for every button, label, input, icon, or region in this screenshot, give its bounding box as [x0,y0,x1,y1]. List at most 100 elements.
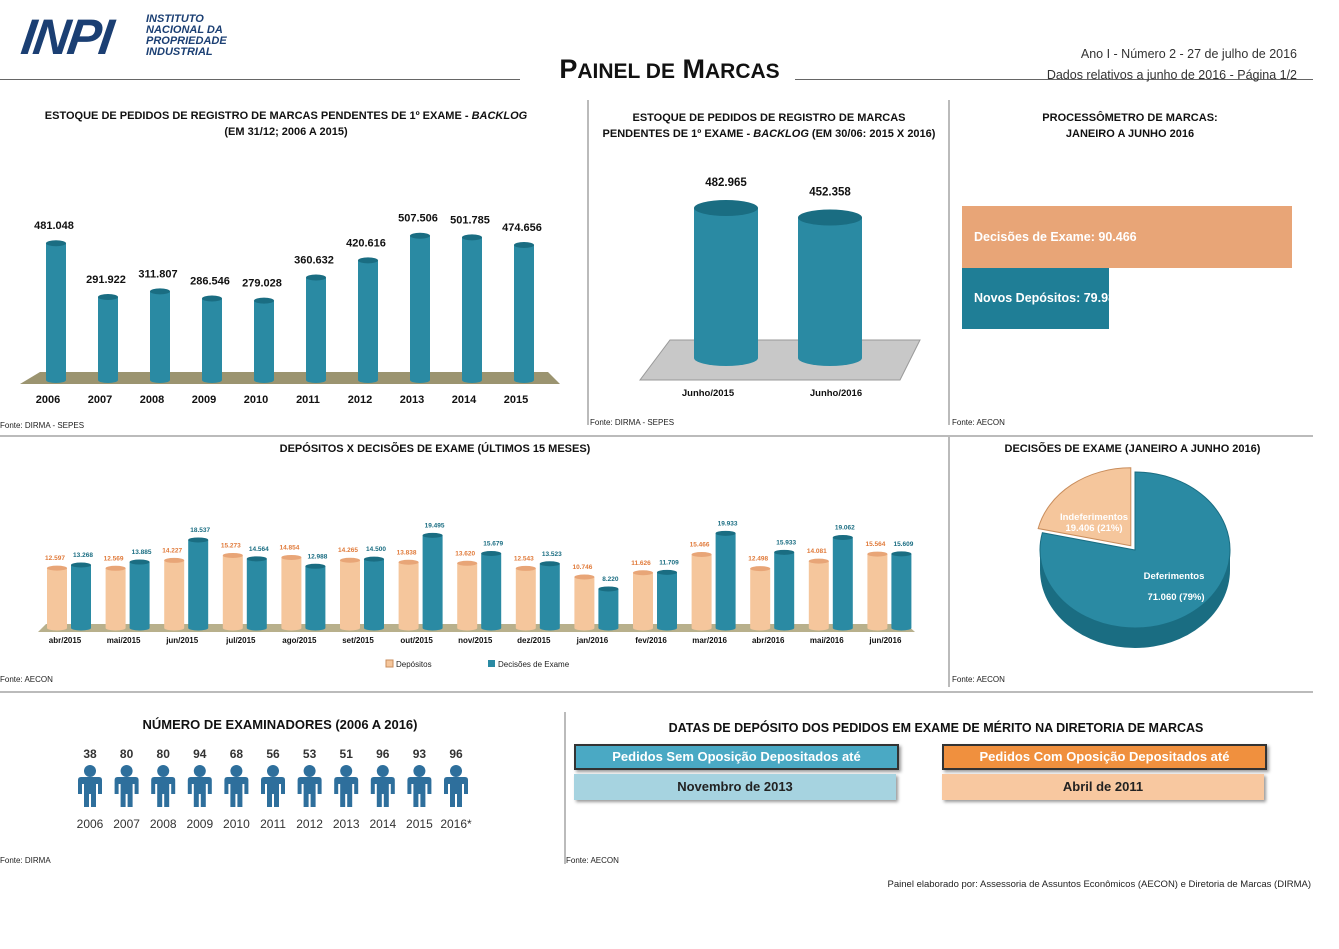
deposits-bar: Novos Depósitos: 79.981 [962,268,1122,329]
decisions-value-label: 15.609 [893,541,913,548]
month-label: abr/2015 [49,636,82,645]
examiners-count: 93 [413,747,427,761]
decisions-bar-label: Decisões de Exame: 90.466 [974,230,1137,244]
deposits-bar-jun/2016 [867,551,888,631]
deposits-bar-abr/2015 [47,565,67,631]
decisions-value-label: 15.933 [776,539,796,546]
logo-name-line: INDUSTRIAL [146,46,213,58]
decisions-value-label: 14.500 [366,546,386,553]
backlog-bar-2009 [202,295,222,383]
deposits-bar-set/2015 [340,557,360,631]
backlog-bar-2011 [306,274,326,383]
month-label: ago/2015 [282,636,317,645]
divider [587,100,589,425]
june-bar-1 [798,209,862,366]
backlog-bar-2007 [98,294,118,383]
decisions-value-label: 12.988 [307,553,327,560]
issue-info: Ano I - Número 2 - 27 de julho de 2016 D… [1047,44,1297,86]
legend-swatch-decisions [488,660,495,667]
backlog-value-label: 481.048 [34,220,74,232]
examiners-count: 94 [193,747,207,761]
june-category-label: Junho/2015 [682,388,735,399]
deposits-value-label: 12.569 [104,555,124,562]
decisions-bar-ago/2015 [305,563,326,631]
examiners-count: 68 [230,747,244,761]
deposits-value-label: 14.081 [807,548,827,555]
footer-note: Painel elaborado por: Assessoria de Assu… [887,879,1311,890]
backlog-bar-2015 [514,242,534,383]
examiners-year: 2012 [296,817,323,831]
examiners-title: NÚMERO DE EXAMINADORES (2006 A 2016) [142,717,418,732]
decisions-value-label: 19.062 [835,524,855,531]
month-label: jun/2015 [165,636,199,645]
source-note: Fonte: DIRMA - SEPES [590,418,675,427]
legend-deposits: Depósitos [396,660,432,669]
examiners-year: 2013 [333,817,360,831]
pie-label-name: Indeferimentos [1060,512,1128,523]
decisions-value-label: 15.679 [483,541,503,548]
deposits-value-label: 12.498 [748,556,768,563]
decisions-value-label: 13.885 [132,549,152,556]
backlog-bar-2010 [254,297,274,383]
month-label: abr/2016 [752,636,785,645]
deposits-bar-nov/2015 [457,560,478,631]
examiners-count: 51 [340,747,354,761]
month-label: dez/2015 [517,636,551,645]
decisions-bar-jan/2016 [598,586,619,631]
source-note: Fonte: AECON [952,675,1005,684]
backlog-annual-chart: 481.048 2006 291.922 2007 311.807 2008 286.546… [20,213,560,406]
deposits-value-label: 15.273 [221,542,241,549]
legend-swatch-deposits [385,659,394,668]
logo-name-line: PROPRIEDADE [146,35,227,47]
month-label: set/2015 [342,636,374,645]
source-note: Fonte: AECON [566,856,619,865]
month-label: mar/2016 [692,636,727,645]
deposits-value-label: 13.620 [455,550,475,557]
person-icon [114,765,139,807]
logo-name-line: NACIONAL DA [146,24,223,36]
backlog-year-label: 2015 [504,394,528,406]
pie-label-value: 19.406 (21%) [1065,523,1122,534]
header-rule [0,79,520,80]
divider [564,712,566,864]
person-icon [187,765,212,807]
backlog-value-label: 501.785 [450,214,490,226]
deposits-bar-label: Novos Depósitos: 79.981 [974,291,1122,305]
backlog-year-label: 2010 [244,394,268,406]
decisions-value-label: 13.523 [542,551,562,558]
source-note: Fonte: DIRMA [0,856,51,865]
examiners-year: 2008 [150,817,177,831]
backlog-year-label: 2013 [400,394,424,406]
decisions-value-label: 8.220 [602,576,619,583]
backlog-value-label: 311.807 [138,268,177,280]
june-bar-0 [694,200,758,366]
deposits-bar-dez/2015 [515,565,536,631]
backlog-value-label: 286.546 [190,276,230,288]
no-opposition-value: Novembro de 2013 [574,774,896,800]
deposits-bar-mai/2016 [808,558,829,631]
person-icon [407,765,432,807]
deposits-bar-abr/2016 [750,566,771,631]
chart-floor [639,339,921,381]
processometro-title: PROCESSÔMETRO DE MARCAS: JANEIRO A JUNHO… [1042,112,1218,140]
divider [0,691,1313,693]
examiners-count: 56 [266,747,280,761]
decisions-bar: Decisões de Exame: 90.466 [962,206,1292,268]
logo-name-line: INSTITUTO [146,13,204,25]
person-icon [444,765,468,807]
divider [948,437,950,687]
deposits-bar-jul/2015 [222,552,243,631]
monthly-chart: 12.597 13.268 abr/2015 12.569 13.885 mai/2015… [38,520,915,669]
issue-line: Ano I - Número 2 - 27 de julho de 2016 [1080,47,1297,61]
examiners-count: 38 [83,747,97,761]
decisions-bar-jul/2015 [246,556,267,631]
decisions-bar-jun/2015 [188,537,209,631]
backlog-bar-2012 [358,257,378,383]
deposits-value-label: 12.543 [514,555,534,562]
decisions-value-label: 19.933 [718,520,738,527]
backlog-value-label: 279.028 [242,278,282,290]
june-value-label: 482.965 [705,177,747,189]
pie-slice-deferimentos [1039,471,1231,629]
deposits-bar-jun/2015 [164,557,185,631]
backlog-bar-2006 [46,240,66,383]
